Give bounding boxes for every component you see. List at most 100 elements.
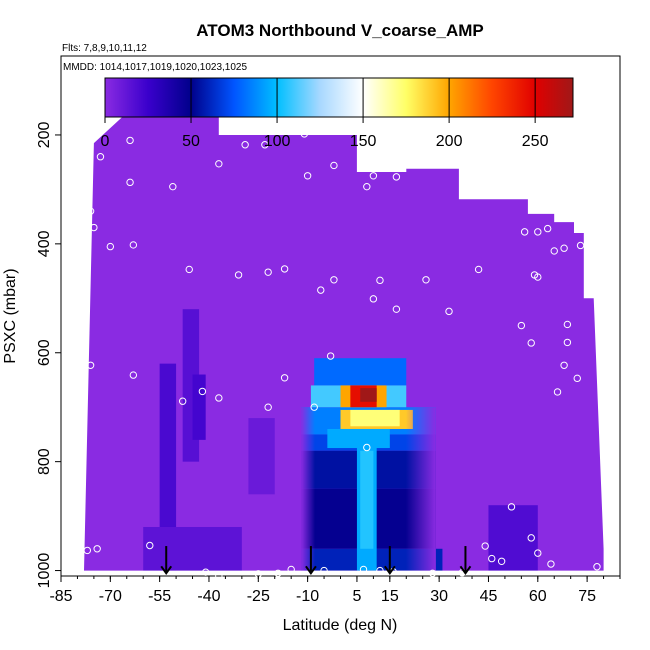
sample-point — [241, 141, 249, 149]
field-cell — [159, 363, 177, 571]
sample-point — [234, 271, 243, 279]
sample-point — [86, 207, 95, 215]
sample-point — [488, 554, 496, 563]
sample-point — [376, 566, 384, 575]
sample-point — [363, 182, 371, 191]
sample-point — [573, 374, 581, 383]
sample-point — [106, 242, 115, 251]
field-cell — [143, 526, 242, 571]
x-tick-label: -70 — [99, 588, 122, 605]
colorbar-tick-label: 0 — [101, 133, 110, 150]
position-arrows — [160, 546, 472, 575]
field-cell — [314, 358, 407, 386]
field-cell — [488, 505, 538, 571]
y-axis-label: PSXC (mbar) — [2, 268, 19, 363]
sample-point — [481, 542, 489, 550]
y-tick-label: 200 — [36, 122, 53, 149]
sample-point — [543, 224, 552, 233]
sample-point — [593, 563, 601, 571]
sample-point — [90, 223, 98, 232]
sample-point — [93, 545, 101, 553]
sample-point — [363, 443, 371, 452]
sample-point — [369, 172, 378, 180]
field-layer — [84, 115, 604, 571]
chart-title: ATOM3 Northbound V_coarse_AMP — [196, 21, 483, 40]
sample-point — [563, 338, 572, 347]
sample-point — [201, 568, 210, 576]
sample-point — [474, 265, 483, 274]
sample-point — [261, 141, 269, 149]
field-cell — [248, 418, 275, 495]
sample-point — [359, 565, 368, 574]
sample-point — [527, 339, 535, 347]
sample-point — [520, 228, 529, 236]
sample-point — [576, 241, 585, 250]
sample-point — [264, 268, 272, 276]
arrow-head — [305, 565, 317, 575]
colorbar-gradient-bar — [104, 77, 574, 118]
colorbar: 0 50 100 150 200 250 — [101, 77, 574, 150]
sample-point — [534, 273, 542, 281]
sample-point — [517, 321, 526, 330]
sample-point — [310, 403, 318, 411]
sample-point — [534, 549, 542, 557]
sample-point — [392, 173, 401, 181]
sample-point — [560, 361, 568, 369]
sample-point — [126, 136, 134, 145]
sample-point — [550, 202, 558, 210]
sample-point — [215, 160, 223, 168]
sample-point — [527, 534, 535, 542]
arrow-head — [384, 565, 396, 575]
x-axis-label: Latitude (deg N) — [283, 617, 398, 634]
y-tick-label: 600 — [36, 339, 53, 366]
colorbar-tick-label: 100 — [264, 133, 291, 150]
arrow-head — [459, 565, 472, 575]
field-cell — [360, 388, 377, 402]
sample-point — [178, 397, 187, 405]
x-tick-label: 75 — [578, 588, 596, 605]
x-tick-label: 15 — [381, 588, 399, 605]
field-cell — [327, 428, 390, 449]
sample-point — [303, 172, 312, 180]
field-edge-fade — [301, 407, 316, 571]
field-cells — [143, 309, 538, 571]
y-axis: 200 400 600 800 1000 — [36, 122, 61, 588]
field-cell — [360, 450, 374, 549]
sample-point — [129, 371, 138, 379]
sample-point — [96, 153, 105, 161]
sample-point — [300, 130, 309, 138]
y-tick-label: 400 — [36, 230, 53, 257]
sample-point — [274, 569, 282, 577]
sample-point — [185, 265, 193, 274]
sample-point — [547, 560, 555, 568]
sample-point — [198, 387, 207, 396]
sample-point — [326, 352, 335, 360]
field-edge-fade — [405, 407, 436, 571]
sample-point — [392, 305, 401, 313]
sample-point — [280, 374, 289, 382]
x-tick-label: -10 — [296, 588, 319, 605]
sample-point — [553, 388, 562, 396]
x-tick-label: 60 — [529, 588, 547, 605]
colorbar-tick-label: 50 — [182, 133, 200, 150]
sample-point — [330, 161, 338, 170]
sample-point — [422, 276, 430, 284]
sample-point — [445, 307, 453, 316]
sample-point — [320, 566, 328, 575]
colorbar-tick-label: 150 — [350, 133, 377, 150]
flights-subtitle: Flts: 7,8,9,10,11,12 — [62, 43, 147, 54]
colorbar-tick-label: 200 — [436, 133, 463, 150]
x-tick-label: -40 — [197, 588, 220, 605]
sample-point — [497, 557, 506, 565]
field-cell — [192, 374, 206, 440]
sample-point — [215, 572, 223, 580]
x-tick-label: -85 — [49, 588, 72, 605]
sample-point — [507, 503, 516, 511]
sample-point — [534, 228, 542, 236]
sample-points — [83, 130, 601, 580]
colorbar-ticks: 0 50 100 150 200 250 — [101, 78, 549, 150]
sample-point — [376, 276, 384, 285]
sample-point — [280, 265, 289, 273]
sample-point — [369, 295, 378, 303]
